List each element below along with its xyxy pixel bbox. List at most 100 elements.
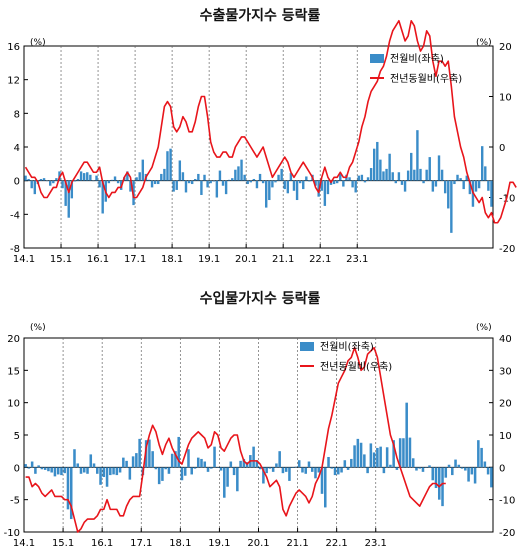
c2-mom-bar (216, 467, 220, 468)
c2-mom-bar (56, 467, 60, 475)
c1-mom-bar (33, 180, 37, 195)
c2-mom-bar (255, 460, 259, 468)
c1-mom-bar (45, 180, 49, 182)
c2-mom-bar (278, 451, 281, 468)
c1-mom-bar (234, 169, 237, 181)
c1-mom-bar (277, 174, 280, 181)
c1-mom-bar (326, 180, 330, 195)
c1-mom-bar (215, 180, 219, 198)
c1-mom-bar (144, 173, 148, 181)
c1-mom-bar (175, 180, 178, 190)
c2-mom-bar (180, 467, 184, 481)
c2-mom-bar (200, 458, 203, 468)
c1-mom-bar (413, 169, 416, 181)
c1-mom-bar (218, 170, 222, 181)
c1-mom-bar (431, 180, 435, 192)
c1-mom-bar (354, 180, 357, 193)
c1-mom-bar (157, 180, 160, 185)
c1-mom-bar (357, 175, 360, 181)
c2-mom-bar (245, 462, 249, 468)
c1-mom-bar (289, 173, 293, 181)
c2-mom-bar (350, 458, 353, 468)
c2-left-tick-label: 20 (7, 334, 20, 345)
c2-mom-bar (128, 467, 132, 480)
c1-mom-bar (369, 168, 373, 181)
c2-mom-bar (431, 467, 435, 481)
c2-mom-bar (392, 440, 395, 468)
c2-left-tick-label: -5 (10, 496, 20, 507)
c2-mom-bar (206, 467, 210, 472)
c1-mom-bar (292, 180, 296, 191)
c1-mom-bar (465, 175, 468, 181)
c1-mom-bar (203, 174, 206, 181)
c1-mom-bar (484, 166, 487, 181)
c1-mom-bar (240, 159, 243, 181)
c1-x-tick-label: 17.1 (124, 254, 146, 265)
c2-mom-bar (239, 460, 242, 468)
c1-mom-bar (490, 180, 493, 207)
c2-x-tick-label: 23.1 (365, 538, 387, 549)
c1-mom-bar (320, 180, 323, 191)
c2-mom-bar (167, 467, 171, 474)
c2-legend-bar-label: 전월비(좌축) (320, 341, 374, 353)
c1-x-tick-label: 20.1 (235, 254, 257, 265)
c1-mom-bar (147, 179, 151, 181)
c1-left-tick-label: 4 (14, 143, 20, 154)
c1-mom-bar (82, 173, 86, 181)
c2-right-tick-label: 40 (499, 334, 512, 345)
c2-mom-bar (418, 467, 421, 469)
c2-right-axis-unit: (%) (476, 323, 492, 333)
c2-mom-bar (177, 436, 180, 468)
c2-mom-bar (196, 457, 200, 468)
c1-mom-bar (360, 174, 364, 181)
c2-mom-bar (226, 467, 229, 487)
c2-legend-bar-swatch (300, 342, 314, 351)
c2-mom-bar (275, 463, 278, 468)
c1-mom-bar (379, 159, 382, 181)
c1-mom-bar (342, 180, 345, 187)
c2-mom-bar (320, 467, 324, 494)
c2-x-tick-label: 22.1 (326, 538, 348, 549)
chart-2-title: 수입물가지수 등락률 (199, 291, 321, 307)
c1-mom-bar (243, 174, 246, 181)
c1-left-tick-label: 12 (7, 76, 20, 87)
c1-mom-bar (308, 180, 311, 182)
c2-mom-bar (337, 467, 340, 475)
c1-mom-bar (249, 180, 252, 183)
c1-mom-bar (49, 180, 52, 186)
c2-right-tick-label: 10 (499, 431, 512, 442)
c1-mom-bar (187, 180, 191, 184)
c2-mom-bar (232, 467, 236, 476)
c1-mom-bar (107, 180, 111, 184)
c1-mom-bar (150, 180, 154, 188)
c1-mom-bar (329, 180, 333, 185)
c1-mom-bar (345, 174, 348, 181)
c2-mom-bar (304, 467, 307, 474)
c1-mom-bar (116, 180, 120, 184)
c1-mom-bar (42, 178, 46, 181)
c1-right-axis-unit: (%) (476, 38, 492, 48)
c1-mom-bar (459, 178, 462, 181)
c1-mom-bar (101, 180, 104, 214)
c2-mom-bar (415, 467, 418, 471)
c2-mom-bar (470, 467, 474, 475)
c2-mom-bar (343, 460, 347, 468)
c1-mom-bar (104, 180, 107, 202)
c1-mom-bar (280, 168, 283, 181)
c2-mom-bar (268, 467, 272, 469)
c2-mom-bar (203, 461, 207, 468)
c1-mom-bar (397, 172, 401, 181)
c1-mom-bar (302, 180, 305, 190)
c2-mom-bar (385, 447, 389, 468)
c2-right-tick-label: 0 (499, 463, 505, 474)
c1-mom-bar (373, 148, 376, 181)
c2-mom-bar (490, 467, 493, 488)
c2-x-tick-label: 14.1 (13, 538, 35, 549)
c1-mom-bar (382, 171, 385, 181)
c2-mom-bar (96, 467, 99, 474)
c1-mom-bar (67, 180, 70, 218)
c2-mom-bar (79, 467, 83, 474)
c2-left-tick-label: 0 (14, 463, 20, 474)
c1-mom-bar (487, 180, 490, 191)
